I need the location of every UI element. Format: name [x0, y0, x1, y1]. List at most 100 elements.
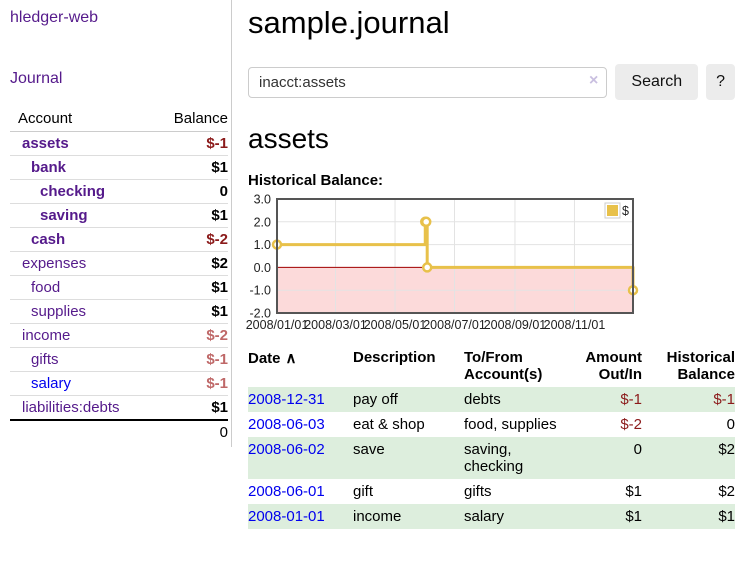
account-row: salary $-1 [10, 371, 228, 396]
x-tick-label: 2008/11/01 [544, 318, 606, 332]
transaction-date-link[interactable]: 2008-06-02 [248, 441, 325, 458]
x-tick-label: 2008/07/01 [423, 318, 486, 332]
chart-title: Historical Balance: [248, 172, 384, 189]
column-header-description: Description [353, 349, 436, 366]
account-link[interactable]: assets [22, 135, 69, 152]
clear-search-icon[interactable]: × [589, 71, 599, 89]
page-title: sample.journal [248, 5, 450, 40]
transaction-accounts: salary [464, 508, 505, 525]
account-row: cash $-2 [10, 227, 228, 252]
account-link[interactable]: expenses [22, 255, 87, 272]
app-brand: hledger-web [10, 9, 231, 27]
account-heading: assets [248, 123, 329, 154]
account-balance: $-1 [149, 131, 228, 156]
account-balance: $1 [149, 275, 228, 300]
account-balance: $-2 [149, 227, 228, 252]
transaction-amount: $-2 [620, 416, 642, 433]
transaction-row: 2008-01-01 income salary $1 $1 [248, 504, 735, 529]
account-balance: $1 [149, 395, 228, 421]
transaction-row: 2008-06-03 eat & shop food, supplies $-2 0 [248, 412, 735, 437]
account-row: expenses $2 [10, 251, 228, 276]
transaction-balance: $2 [718, 441, 735, 458]
account-row: assets $-1 [10, 131, 228, 156]
data-point-marker [421, 262, 433, 273]
transaction-amount: $-1 [620, 391, 642, 408]
account-row: supplies $1 [10, 299, 228, 324]
main-content: sample.journal × Search ? assets Histori… [246, 0, 735, 529]
plot-border [276, 198, 634, 314]
sidebar-item-journal[interactable]: Journal [10, 70, 63, 87]
transaction-amount: 0 [633, 441, 642, 458]
transaction-description: eat & shop [353, 416, 425, 433]
x-tick-label: 2008/03/01 [304, 318, 367, 332]
y-tick-label: -1.0 [249, 284, 271, 298]
account-link[interactable]: cash [31, 231, 66, 248]
transaction-balance: 0 [726, 416, 735, 433]
account-row: food $1 [10, 275, 228, 300]
brand-link[interactable]: hledger-web [10, 9, 99, 26]
column-header-date[interactable]: Date ∧ [248, 350, 297, 367]
register-header-row: Date ∧ Description To/From Account(s) Amo… [248, 346, 735, 387]
legend-swatch [607, 205, 618, 216]
y-tick-label: 2.0 [254, 215, 271, 229]
account-link[interactable]: income [22, 327, 71, 344]
y-tick-label: 3.0 [254, 193, 271, 207]
transaction-date-link[interactable]: 2008-01-01 [248, 508, 325, 525]
account-row: gifts $-1 [10, 347, 228, 372]
transaction-description: gift [353, 483, 374, 500]
transaction-accounts: saving, checking [464, 441, 524, 475]
transaction-accounts: food, supplies [464, 416, 557, 433]
accounts-header-balance: Balance [149, 107, 228, 132]
account-balance: $2 [149, 251, 228, 276]
transaction-row: 2008-06-01 gift gifts $1 $2 [248, 479, 735, 504]
account-row: saving $1 [10, 203, 228, 228]
search-input[interactable] [248, 66, 608, 98]
account-link[interactable]: food [31, 279, 61, 296]
account-link[interactable]: supplies [31, 303, 87, 320]
account-link[interactable]: salary [31, 375, 72, 392]
column-header-balance: Historical Balance [666, 349, 735, 383]
account-balance: $1 [149, 299, 228, 324]
legend-label: $ [622, 204, 629, 218]
transaction-date-link[interactable]: 2008-06-01 [248, 483, 325, 500]
transaction-accounts: debts [464, 391, 501, 408]
transaction-description: income [353, 508, 402, 525]
account-balance: $-1 [149, 371, 228, 396]
help-button[interactable]: ? [706, 64, 735, 100]
account-link[interactable]: bank [31, 159, 67, 176]
transaction-balance: $-1 [713, 391, 735, 408]
x-tick-label: 2008/09/01 [484, 318, 547, 332]
account-balance: $-2 [149, 323, 228, 348]
sidebar-nav: Journal [10, 70, 231, 88]
search-form: × Search ? [248, 64, 735, 100]
transaction-description: pay off [353, 391, 398, 408]
search-button[interactable]: Search [615, 64, 699, 100]
transaction-amount: $1 [625, 508, 642, 525]
y-tick-label: 1.0 [254, 238, 271, 252]
account-link[interactable]: liabilities:debts [22, 399, 120, 416]
accounts-total-row: 0 [10, 419, 228, 444]
account-link[interactable]: saving [40, 207, 88, 224]
account-link[interactable]: gifts [31, 351, 59, 368]
sidebar: hledger-web Journal Account Balance asse… [0, 0, 232, 447]
transaction-date-link[interactable]: 2008-06-03 [248, 416, 325, 433]
account-balance: $1 [149, 155, 228, 180]
x-tick-label: 2008/01/01 [246, 318, 309, 332]
account-link[interactable]: checking [40, 183, 106, 200]
column-header-amount: Amount Out/In [585, 349, 642, 383]
accounts-total-value: 0 [149, 419, 228, 444]
account-balance: $-1 [149, 347, 228, 372]
accounts-header-account: Account [10, 107, 150, 132]
historical-balance-chart: $3.0 2.0 1.0 0.0 -1.0 -2.02008/01/012008/03/0… [246, 193, 639, 332]
account-row: income $-2 [10, 323, 228, 348]
account-row: bank $1 [10, 155, 228, 180]
transaction-row: 2008-12-31 pay off debts $-1 $-1 [248, 387, 735, 412]
transaction-date-link[interactable]: 2008-12-31 [248, 391, 325, 408]
account-row: liabilities:debts $1 [10, 395, 228, 421]
column-header-accounts: To/From Account(s) [464, 349, 543, 383]
accounts-table: Account Balance assets $-1 bank $1 checking 0… [10, 107, 228, 444]
transaction-accounts: gifts [464, 483, 492, 500]
data-point-marker [420, 216, 432, 228]
transaction-amount: $1 [625, 483, 642, 500]
x-tick-label: 2008/05/01 [364, 318, 427, 332]
